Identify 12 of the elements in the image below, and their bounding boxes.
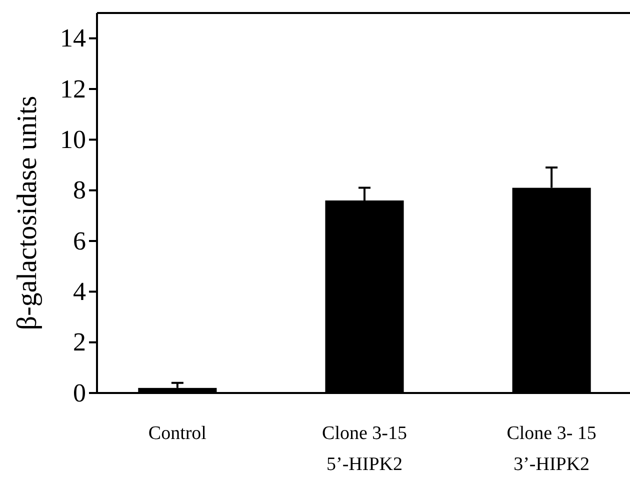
y-tick-label: 8 [73,176,86,205]
y-tick-label: 6 [73,226,86,256]
x-tick-label: Clone 3-15 5’-HIPK2 [322,423,407,475]
y-tick-label: 14 [60,24,86,53]
x-tick-label: Clone 3- 15 3’-HIPK2 [506,423,596,475]
y-axis-title: β-galactosidase units [12,96,43,330]
y-tick-label: 0 [73,378,86,408]
y-tick-label: 10 [60,124,86,154]
y-tick-label: 4 [73,276,86,306]
y-tick-label: 12 [60,74,86,104]
x-tick-label: Control [148,423,206,444]
y-tick-label: 2 [73,328,86,357]
